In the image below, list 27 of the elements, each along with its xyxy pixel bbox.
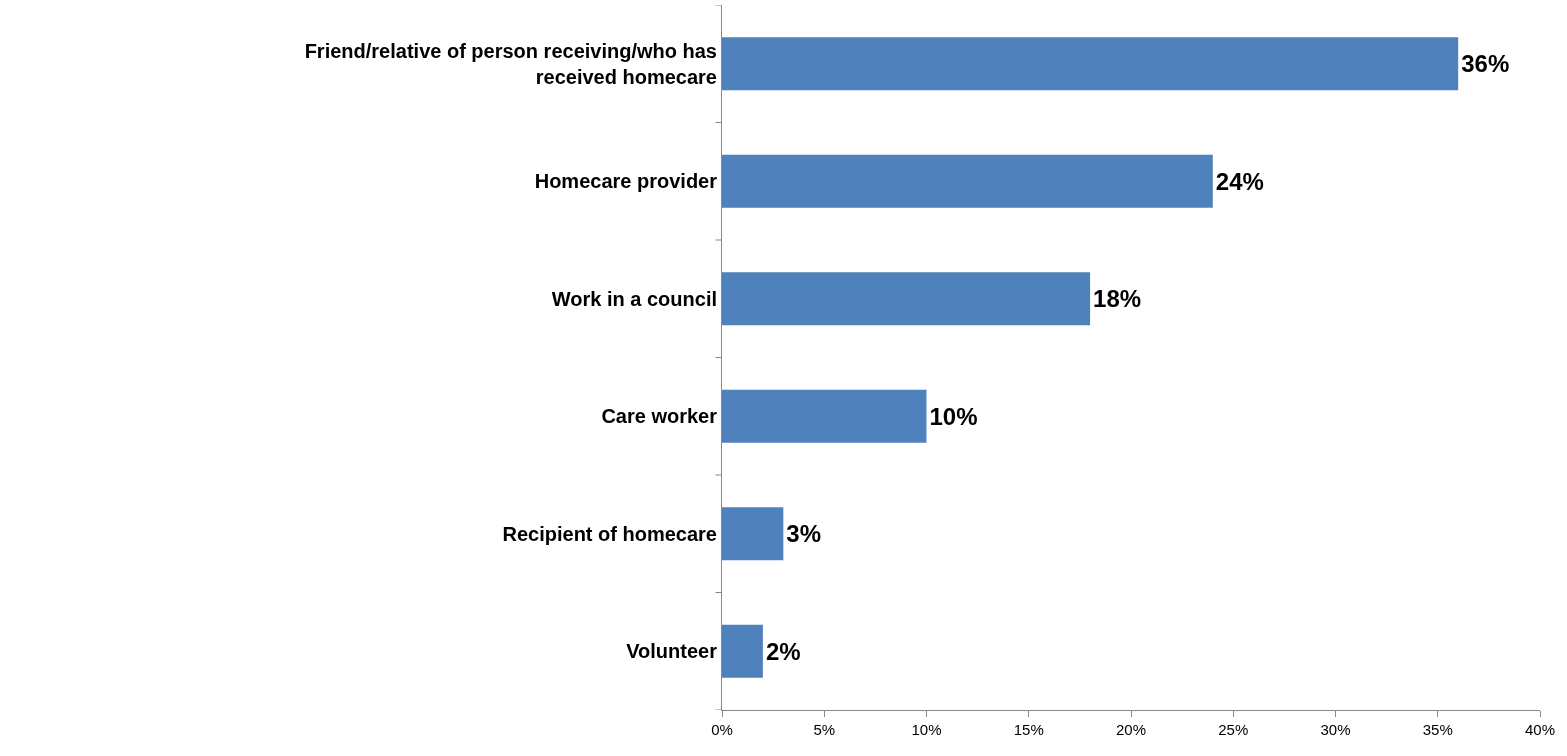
bar [722, 37, 1459, 91]
y-tick-label: Recipient of homecare [502, 522, 717, 545]
data-label: 24% [1215, 167, 1264, 195]
bar [722, 624, 763, 678]
x-tick-label: 20% [1115, 721, 1147, 738]
data-label: 10% [929, 402, 978, 430]
x-tick-label: 40% [1524, 721, 1556, 738]
y-tick-label: Care worker [601, 405, 718, 428]
bar [722, 507, 784, 561]
x-tick-label: 15% [1013, 721, 1044, 738]
bar [722, 272, 1091, 326]
y-tick-label: Volunteer [626, 640, 718, 663]
data-label: 2% [765, 637, 801, 665]
x-tick-label: 0% [711, 721, 733, 738]
bar [722, 154, 1213, 208]
x-tick-label: 5% [813, 721, 836, 738]
data-label: 3% [786, 520, 822, 548]
bar [722, 389, 927, 443]
y-tick-label: Work in a council [551, 287, 717, 310]
x-tick-label: 10% [911, 721, 942, 738]
x-tick-label: 30% [1320, 721, 1351, 738]
y-tick-label: Homecare provider [534, 170, 718, 193]
data-label: 18% [1093, 285, 1142, 313]
y-tick-label: Friend/relative of person receiving/who has received homecare [304, 39, 717, 88]
x-tick-label: 25% [1218, 721, 1249, 738]
x-tick-label: 35% [1422, 721, 1453, 738]
data-label: 36% [1461, 50, 1510, 78]
